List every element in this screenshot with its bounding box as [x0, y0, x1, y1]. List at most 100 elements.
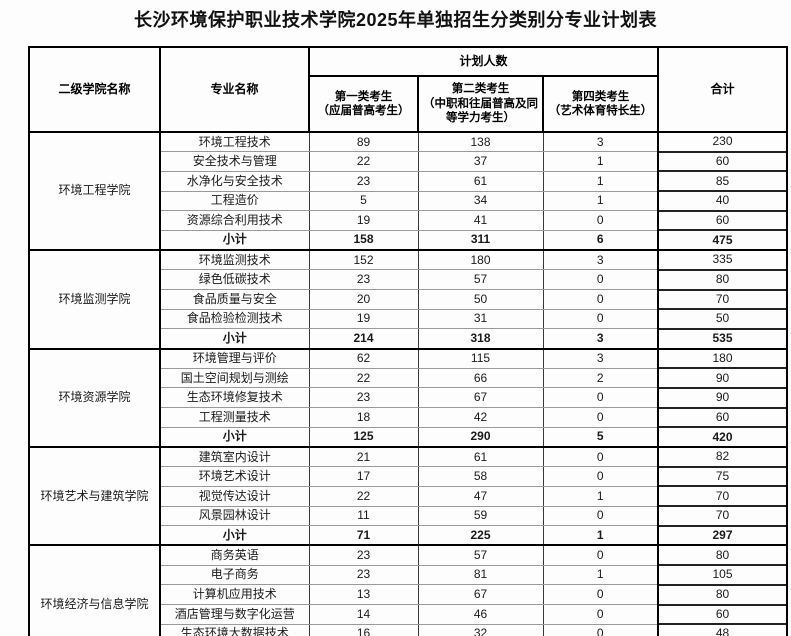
- subtotal-cat4-cell: 1: [542, 525, 659, 547]
- total-value-cell: 230: [657, 131, 789, 153]
- total-value-cell: 70: [657, 505, 789, 527]
- cat2-value-cell: 42: [417, 407, 544, 428]
- cat4-value-cell: 0: [542, 269, 659, 290]
- cat1-value-cell: 23: [308, 387, 419, 409]
- total-value-cell: 80: [657, 544, 789, 566]
- cat1-value-cell: 62: [308, 348, 419, 369]
- subtotal-cat4-cell: 5: [542, 426, 659, 448]
- cat1-value-cell: 19: [308, 308, 419, 330]
- cat1-value-cell: 22: [308, 367, 419, 389]
- total-value-cell: 70: [657, 288, 789, 310]
- major-row: 生态环境修复技术 23 67 0 90: [29, 386, 789, 409]
- total-value-cell: 40: [657, 190, 789, 212]
- subtotal-cat2-cell: 311: [417, 229, 544, 252]
- subtotal-total-cell: 475: [657, 229, 789, 252]
- total-value-cell: 80: [657, 583, 789, 605]
- subtotal-cat2-cell: 318: [417, 328, 544, 350]
- subtotal-cat1-cell: 125: [308, 426, 419, 448]
- cat1-value-cell: 21: [308, 446, 419, 468]
- total-value-cell: 48: [657, 623, 789, 636]
- cat2-value-cell: 180: [417, 249, 544, 271]
- cat2-value-cell: 32: [417, 623, 544, 636]
- cat2-value-cell: 115: [417, 348, 544, 369]
- cat2-value-cell: 34: [417, 190, 544, 212]
- major-name-cell: 环境监测技术: [159, 249, 310, 271]
- header-plan-count: 计划人数: [307, 46, 660, 77]
- cat4-value-cell: 1: [542, 190, 659, 212]
- major-row: 视觉传达设计 22 47 1 70: [29, 485, 789, 507]
- total-value-cell: 335: [657, 249, 789, 271]
- college-name-cell: 环境经济与信息学院: [28, 544, 161, 636]
- cat4-value-cell: 0: [542, 505, 659, 527]
- cat1-value-cell: 11: [308, 505, 419, 527]
- major-name-cell: 视觉传达设计: [159, 485, 310, 507]
- major-name-cell: 环境工程技术: [159, 131, 310, 153]
- major-name-cell: 电子商务: [159, 564, 310, 586]
- major-name-cell: 生态环境大数据技术: [159, 623, 310, 636]
- college-name-cell: 环境监测学院: [28, 249, 161, 350]
- cat2-value-cell: 61: [417, 170, 544, 192]
- cat1-value-cell: 23: [308, 544, 419, 566]
- major-name-cell: 水净化与安全技术: [159, 170, 310, 192]
- cat4-value-cell: 0: [542, 387, 659, 409]
- cat4-value-cell: 0: [542, 210, 659, 231]
- major-name-cell: 酒店管理与数字化运营: [159, 604, 310, 625]
- subtotal-total-cell: 535: [657, 327, 789, 350]
- major-row: 酒店管理与数字化运营 14 46 0 60: [29, 603, 789, 625]
- cat1-value-cell: 14: [308, 604, 419, 625]
- major-row: 环境资源学院 环境管理与评价 62 115 3 180: [28, 347, 789, 449]
- cat2-value-cell: 50: [417, 289, 544, 310]
- major-name-cell: 计算机应用技术: [159, 584, 310, 605]
- subtotal-cat1-cell: 214: [308, 328, 419, 350]
- total-value-cell: 85: [657, 170, 789, 192]
- cat4-value-cell: 0: [542, 446, 659, 468]
- cat2-value-cell: 46: [417, 604, 544, 625]
- major-name-cell: 环境艺术设计: [159, 466, 310, 487]
- total-value-cell: 75: [657, 465, 789, 487]
- subtotal-total-cell: 297: [657, 524, 789, 547]
- subtotal-cat2-cell: 290: [417, 426, 544, 448]
- major-row: 环境监测学院 环境监测技术 152 180 3 335: [28, 249, 789, 350]
- cat2-value-cell: 47: [417, 485, 544, 507]
- cat4-value-cell: 1: [542, 564, 659, 586]
- cat4-value-cell: 3: [542, 348, 659, 369]
- cat1-value-cell: 20: [308, 289, 419, 310]
- total-value-cell: 180: [657, 347, 789, 369]
- major-row: 电子商务 23 81 1 105: [29, 564, 789, 586]
- cat1-value-cell: 89: [308, 131, 419, 153]
- cat1-value-cell: 22: [308, 485, 419, 507]
- cat2-value-cell: 67: [417, 387, 544, 409]
- total-value-cell: 105: [657, 564, 789, 586]
- cat1-value-cell: 22: [308, 151, 419, 172]
- cat2-value-cell: 67: [417, 584, 544, 605]
- cat2-value-cell: 58: [417, 466, 544, 487]
- subtotal-label-cell: 小计: [159, 525, 310, 547]
- subtotal-cat4-cell: 3: [542, 328, 659, 350]
- major-name-cell: 资源综合利用技术: [159, 210, 310, 231]
- header-total: 合计: [657, 46, 789, 133]
- header-major: 专业名称: [159, 46, 310, 133]
- table-header: 二级学院名称 专业名称 计划人数 合计 第一类考生 （应届普高考生） 第二类考生…: [28, 46, 789, 133]
- subtotal-row: 小计 158 311 6 475: [29, 229, 789, 252]
- total-value-cell: 50: [657, 308, 789, 330]
- major-row: 风景园林设计 11 59 0 70: [29, 505, 789, 527]
- subtotal-label-cell: 小计: [159, 426, 310, 448]
- total-value-cell: 82: [657, 446, 789, 468]
- cat2-value-cell: 41: [417, 210, 544, 231]
- subtotal-row: 小计 71 225 1 297: [29, 524, 789, 547]
- total-value-cell: 60: [657, 603, 789, 625]
- subtotal-cat1-cell: 71: [308, 525, 419, 547]
- cat1-value-cell: 23: [308, 269, 419, 290]
- major-name-cell: 风景园林设计: [159, 505, 310, 527]
- cat1-value-cell: 23: [308, 564, 419, 586]
- cat1-value-cell: 5: [308, 190, 419, 212]
- cat4-value-cell: 1: [542, 170, 659, 192]
- major-name-cell: 环境管理与评价: [159, 348, 310, 369]
- cat4-value-cell: 0: [542, 466, 659, 487]
- cat4-value-cell: 2: [542, 367, 659, 389]
- cat4-value-cell: 0: [542, 604, 659, 625]
- cat2-value-cell: 66: [417, 367, 544, 389]
- cat1-value-cell: 19: [308, 210, 419, 231]
- total-value-cell: 90: [657, 386, 789, 409]
